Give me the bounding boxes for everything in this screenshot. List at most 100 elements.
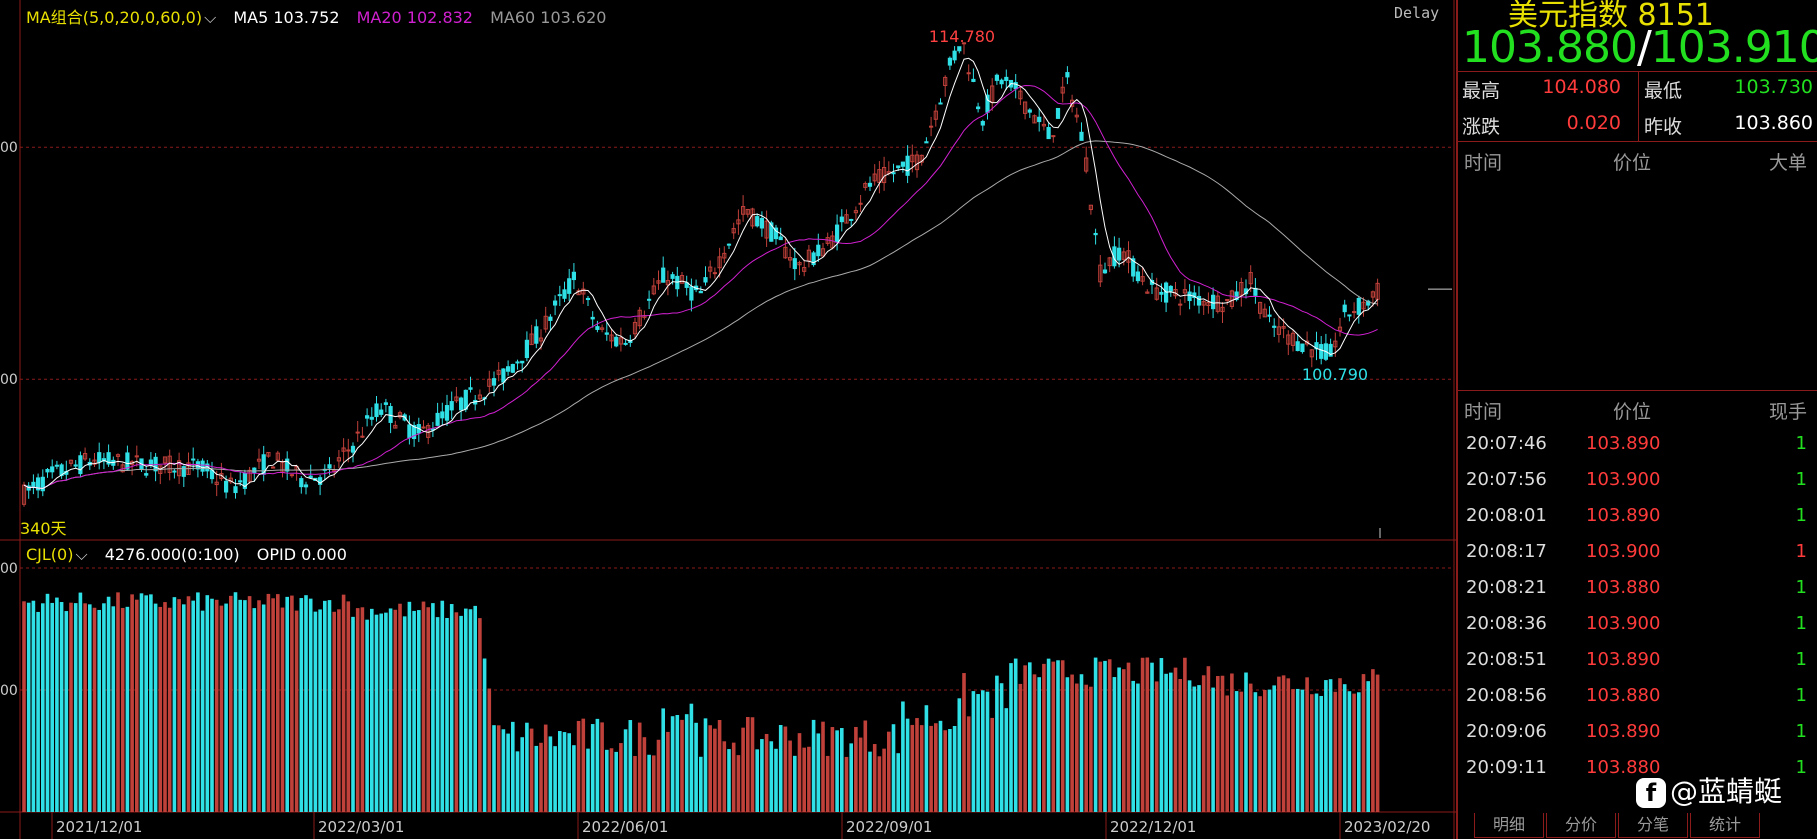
volume-bar [1103, 660, 1107, 812]
volume-bar [802, 747, 806, 812]
candle-body [896, 165, 901, 169]
volume-bar [567, 733, 571, 812]
volume-bar [1136, 683, 1140, 812]
candle-body [858, 202, 863, 205]
volume-bar [793, 755, 797, 812]
volume-bar [722, 741, 727, 812]
candle-body [844, 214, 849, 224]
x-axis-label: 2022/09/01 [846, 818, 932, 836]
volume-bar [637, 722, 642, 812]
candle-body [346, 449, 351, 452]
candle-body [1366, 300, 1371, 306]
chevron-down-icon[interactable]: ⌵ [204, 8, 217, 27]
volume-bar [680, 719, 684, 812]
tick-time: 20:07:46 [1466, 433, 1547, 454]
candle-body [1084, 157, 1089, 172]
candle-body [271, 466, 276, 469]
kline-chart-area[interactable]: 00 00 00 00 2021/12/01 2022/03/01 2022/06/01 20… [0, 0, 1456, 839]
volume-bar [1112, 677, 1117, 812]
tab-ticks[interactable]: 分笔 [1618, 813, 1688, 838]
tick-row[interactable]: 20:07:46 103.890 1 [1458, 427, 1817, 463]
candle-body [741, 206, 746, 215]
volume-bar [670, 716, 675, 812]
tick-row[interactable]: 20:08:36 103.900 1 [1458, 607, 1817, 643]
tick-row[interactable]: 20:08:17 103.900 1 [1458, 535, 1817, 571]
tick-row[interactable]: 20:08:51 103.890 1 [1458, 643, 1817, 679]
candle-body [816, 244, 821, 257]
volume-bar [558, 731, 562, 812]
volume-bar [139, 593, 144, 812]
kline-chart-svg[interactable]: 00 00 00 00 2021/12/01 2022/03/01 2022/06/01 20… [0, 0, 1456, 839]
candle-body [919, 154, 924, 163]
tick-row[interactable]: 20:08:01 103.890 1 [1458, 499, 1817, 535]
tick-price: 103.890 [1586, 649, 1661, 670]
tab-statistics[interactable]: 统计 [1690, 813, 1760, 838]
candle-body [1182, 289, 1188, 294]
volume-bar [327, 600, 332, 812]
candle-body [1154, 287, 1159, 300]
bid-ask-price: 103.880/103.910 [1462, 22, 1817, 73]
ma-legend-label[interactable]: MA组合(5,0,20,0,60,0) [26, 8, 203, 27]
volume-bar [1347, 691, 1352, 812]
candle-body [1225, 299, 1230, 302]
volume-bar [1305, 677, 1309, 812]
candle-body [1356, 297, 1361, 315]
candle-body [708, 266, 713, 272]
volume-bar [995, 675, 999, 812]
tab-detail[interactable]: 明细 [1474, 813, 1544, 838]
volume-bar [1357, 692, 1361, 812]
candle-body [1272, 325, 1277, 328]
volume-bar [520, 737, 524, 812]
candle-body [125, 452, 130, 470]
volume-bar [135, 599, 139, 812]
candle-body [1023, 101, 1028, 114]
candle-body [1286, 334, 1291, 345]
tick-row[interactable]: 20:09:11 103.880 1 [1458, 751, 1817, 787]
candle-body [731, 228, 736, 234]
volume-bar [1089, 686, 1093, 812]
volume-axis-tick: 00 [0, 683, 18, 699]
volume-bar [666, 731, 670, 812]
tick-row[interactable]: 20:09:06 103.890 1 [1458, 715, 1817, 751]
tab-price-distribution[interactable]: 分价 [1546, 813, 1616, 838]
x-axis-label: 2021/12/01 [56, 818, 142, 836]
volume-bar [872, 744, 877, 812]
volume-bar [727, 749, 731, 812]
candle-body [477, 394, 482, 400]
chevron-down-icon[interactable]: ⌵ [75, 545, 88, 564]
volume-legend-label[interactable]: CJL(0) [26, 545, 74, 564]
volume-bar [1201, 675, 1206, 812]
tick-row[interactable]: 20:08:56 103.880 1 [1458, 679, 1817, 715]
candle-body [360, 435, 365, 438]
volume-bar [449, 604, 454, 812]
volume-bar [243, 600, 247, 812]
tick-row[interactable]: 20:07:56 103.900 1 [1458, 463, 1817, 499]
volume-bar [929, 725, 933, 812]
volume-bar [431, 603, 435, 812]
candle-body [736, 219, 741, 225]
volume-bar [487, 688, 492, 812]
candle-body [769, 222, 774, 242]
candle-body [78, 455, 83, 475]
volume-bar [398, 603, 402, 812]
volume-bar [981, 690, 985, 812]
volume-bar [257, 600, 261, 812]
prev-close-label: 昨收 [1644, 116, 1683, 138]
watermark-text: @蓝蜻蜓 [1670, 775, 1783, 808]
volume-bar [454, 612, 459, 812]
candle-body [712, 272, 717, 275]
volume-bar [821, 721, 825, 812]
candle-body [943, 76, 948, 87]
volume-bar [1084, 684, 1088, 812]
volume-bar [1225, 695, 1229, 812]
candle-body [379, 409, 384, 415]
volume-bar [158, 606, 163, 812]
candle-body [1309, 349, 1314, 358]
volume-bar [1258, 696, 1262, 812]
volume-bar [92, 607, 97, 812]
candle-body [1117, 247, 1122, 261]
candle-body [802, 267, 807, 272]
tick-row[interactable]: 20:08:21 103.880 1 [1458, 571, 1817, 607]
candle-body [872, 173, 877, 182]
volume-bar [116, 592, 120, 812]
